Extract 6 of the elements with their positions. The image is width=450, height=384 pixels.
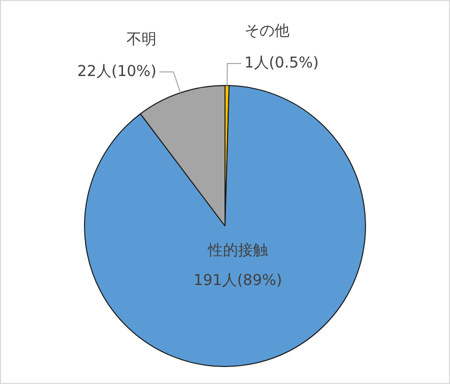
data-label: 191人(89%) xyxy=(193,271,282,290)
slice-label: 性的接触 xyxy=(206,241,268,260)
data-label: 1人(0.5%) xyxy=(244,53,319,72)
slice-label: 不明 xyxy=(126,30,156,48)
slice-label: その他 xyxy=(244,21,290,40)
data-label: 22人(10%) xyxy=(77,62,156,80)
